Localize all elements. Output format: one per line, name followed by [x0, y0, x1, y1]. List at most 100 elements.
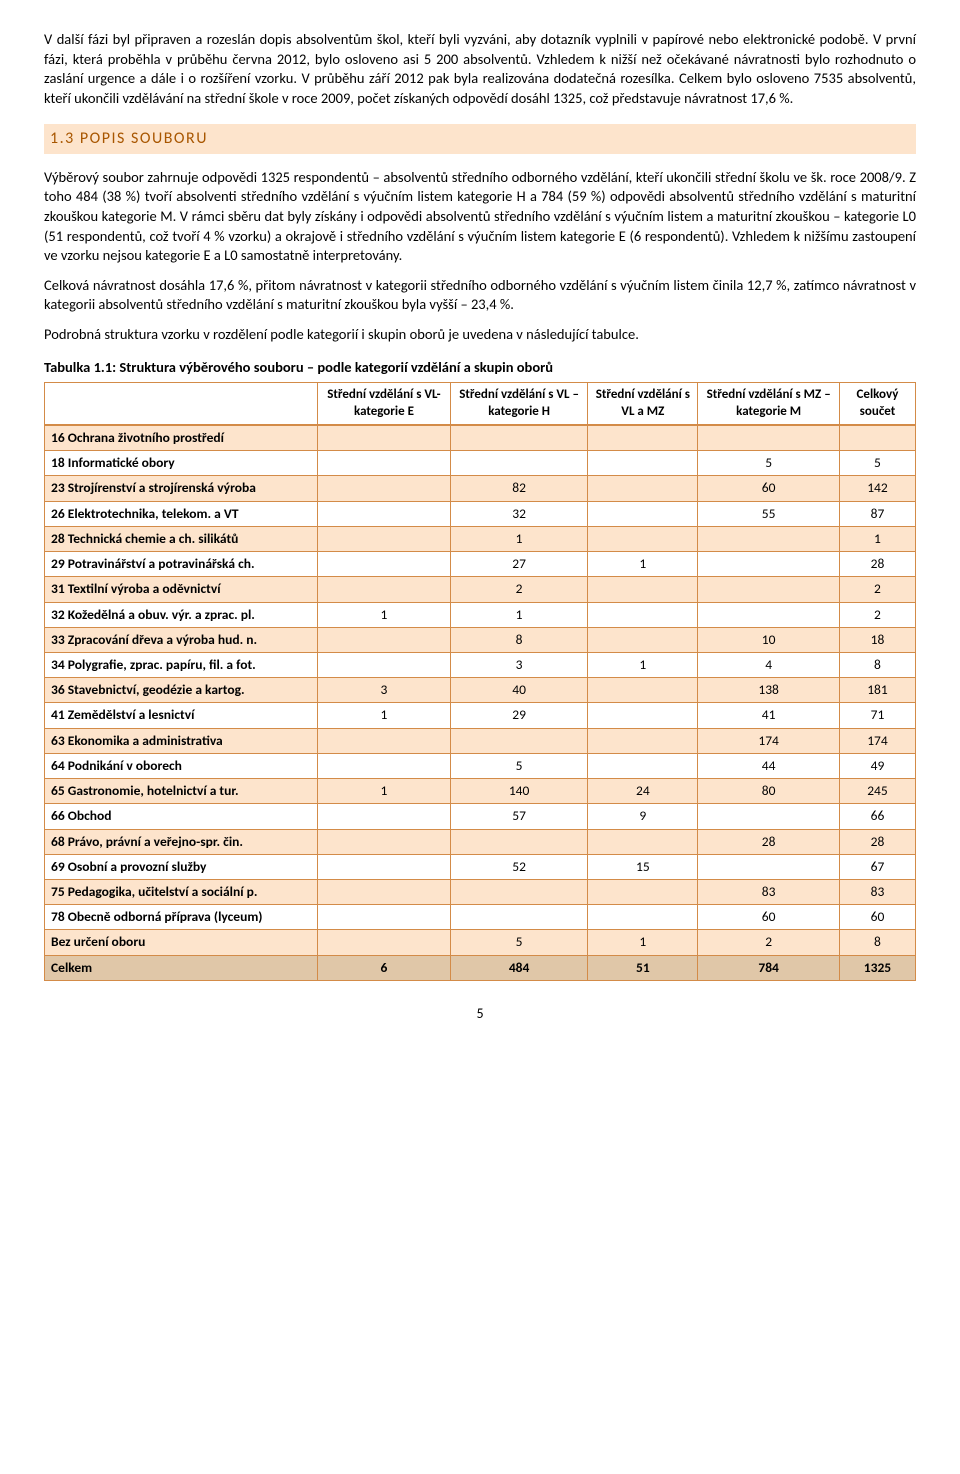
- row-label: 66 Obchod: [45, 804, 318, 829]
- table-cell: [318, 728, 451, 753]
- table-cell: 5: [698, 451, 840, 476]
- table-cell: 5: [839, 451, 915, 476]
- table-cell: 15: [588, 854, 698, 879]
- row-label: 23 Strojírenství a strojírenská výroba: [45, 476, 318, 501]
- table-cell: 1: [318, 703, 451, 728]
- table-cell: 2: [839, 577, 915, 602]
- col-header-m: Střední vzdělání s MZ – kategorie M: [698, 382, 840, 425]
- col-header-total: Celkový součet: [839, 382, 915, 425]
- table-row: 34 Polygrafie, zprac. papíru, fil. a fot…: [45, 652, 916, 677]
- table-cell: [588, 451, 698, 476]
- table-cell: 18: [839, 627, 915, 652]
- table-cell: 8: [450, 627, 587, 652]
- paragraph-2: Výběrový soubor zahrnuje odpovědi 1325 r…: [44, 168, 916, 266]
- table-cell: 60: [698, 476, 840, 501]
- table-cell: 3: [450, 652, 587, 677]
- table-cell: 142: [839, 476, 915, 501]
- table-cell: 6: [318, 955, 451, 980]
- table-cell: 3: [318, 678, 451, 703]
- table-cell: [698, 602, 840, 627]
- table-cell: 1: [588, 652, 698, 677]
- col-header-e: Střední vzdělání s VL- kategorie E: [318, 382, 451, 425]
- row-label: 69 Osobní a provozní služby: [45, 854, 318, 879]
- table-cell: [318, 501, 451, 526]
- table-header-row: Střední vzdělání s VL- kategorie E Střed…: [45, 382, 916, 425]
- table-cell: 28: [839, 829, 915, 854]
- table-cell: [450, 451, 587, 476]
- table-cell: 28: [839, 552, 915, 577]
- table-cell: [698, 425, 840, 451]
- table-cell: [588, 829, 698, 854]
- table-cell: [318, 879, 451, 904]
- table-row: 41 Zemědělství a lesnictví1294171: [45, 703, 916, 728]
- table-row: 31 Textilní výroba a oděvnictví22: [45, 577, 916, 602]
- table-cell: 1: [839, 526, 915, 551]
- table-cell: 181: [839, 678, 915, 703]
- row-label: 28 Technická chemie a ch. silikátů: [45, 526, 318, 551]
- table-row: 32 Kožedělná a obuv. výr. a zprac. pl.11…: [45, 602, 916, 627]
- table-row: Bez určení oboru5128: [45, 930, 916, 955]
- table-row: 26 Elektrotechnika, telekom. a VT325587: [45, 501, 916, 526]
- table-cell: 2: [839, 602, 915, 627]
- table-cell: 1: [318, 779, 451, 804]
- row-label: 33 Zpracování dřeva a výroba hud. n.: [45, 627, 318, 652]
- row-label: 64 Podnikání v oborech: [45, 753, 318, 778]
- table-cell: 27: [450, 552, 587, 577]
- table-cell: [588, 577, 698, 602]
- table-cell: 82: [450, 476, 587, 501]
- table-row: 18 Informatické obory 55: [45, 451, 916, 476]
- table-row: 68 Právo, právní a veřejno-spr. čin.2828: [45, 829, 916, 854]
- table-cell: 10: [698, 627, 840, 652]
- table-cell: [318, 854, 451, 879]
- table-cell: [318, 476, 451, 501]
- table-cell: 71: [839, 703, 915, 728]
- row-label: 29 Potravinářství a potravinářská ch.: [45, 552, 318, 577]
- paragraph-3: Celková návratnost dosáhla 17,6 %, přito…: [44, 276, 916, 315]
- table-row: 36 Stavebnictví, geodézie a kartog.34013…: [45, 678, 916, 703]
- row-label: 65 Gastronomie, hotelnictví a tur.: [45, 779, 318, 804]
- table-cell: [318, 425, 451, 451]
- row-label: 41 Zemědělství a lesnictví: [45, 703, 318, 728]
- table-cell: [588, 526, 698, 551]
- table-row: 69 Osobní a provozní služby521567: [45, 854, 916, 879]
- table-cell: [450, 905, 587, 930]
- table-cell: [318, 905, 451, 930]
- table-row: 65 Gastronomie, hotelnictví a tur.114024…: [45, 779, 916, 804]
- row-label: 34 Polygrafie, zprac. papíru, fil. a fot…: [45, 652, 318, 677]
- table-cell: 24: [588, 779, 698, 804]
- table-cell: [318, 829, 451, 854]
- table-cell: [318, 804, 451, 829]
- table-cell: 784: [698, 955, 840, 980]
- table-cell: [318, 526, 451, 551]
- table-cell: 5: [450, 753, 587, 778]
- table-cell: 245: [839, 779, 915, 804]
- table-cell: [698, 526, 840, 551]
- table-cell: 4: [698, 652, 840, 677]
- row-label: 63 Ekonomika a administrativa: [45, 728, 318, 753]
- table-cell: 1: [588, 552, 698, 577]
- table-cell: [588, 678, 698, 703]
- row-label: 16 Ochrana životního prostředí: [45, 425, 318, 451]
- table-row: 64 Podnikání v oborech54449: [45, 753, 916, 778]
- table-cell: 60: [839, 905, 915, 930]
- table-cell: 66: [839, 804, 915, 829]
- table-cell: 138: [698, 678, 840, 703]
- table-cell: 49: [839, 753, 915, 778]
- table-cell: [318, 577, 451, 602]
- table-cell: 1: [318, 602, 451, 627]
- row-label: 31 Textilní výroba a oděvnictví: [45, 577, 318, 602]
- col-header-empty: [45, 382, 318, 425]
- table-cell: 1325: [839, 955, 915, 980]
- table-total-row: Celkem6484517841325: [45, 955, 916, 980]
- table-cell: [588, 879, 698, 904]
- col-header-l0: Střední vzdělání s VL a MZ: [588, 382, 698, 425]
- row-label: 18 Informatické obory: [45, 451, 318, 476]
- table-cell: 52: [450, 854, 587, 879]
- table-row: 75 Pedagogika, učitelství a sociální p. 8…: [45, 879, 916, 904]
- structure-table: Střední vzdělání s VL- kategorie E Střed…: [44, 382, 916, 981]
- table-cell: 83: [698, 879, 840, 904]
- table-cell: [450, 728, 587, 753]
- table-cell: 2: [698, 930, 840, 955]
- row-label: 75 Pedagogika, učitelství a sociální p.: [45, 879, 318, 904]
- row-label: 36 Stavebnictví, geodézie a kartog.: [45, 678, 318, 703]
